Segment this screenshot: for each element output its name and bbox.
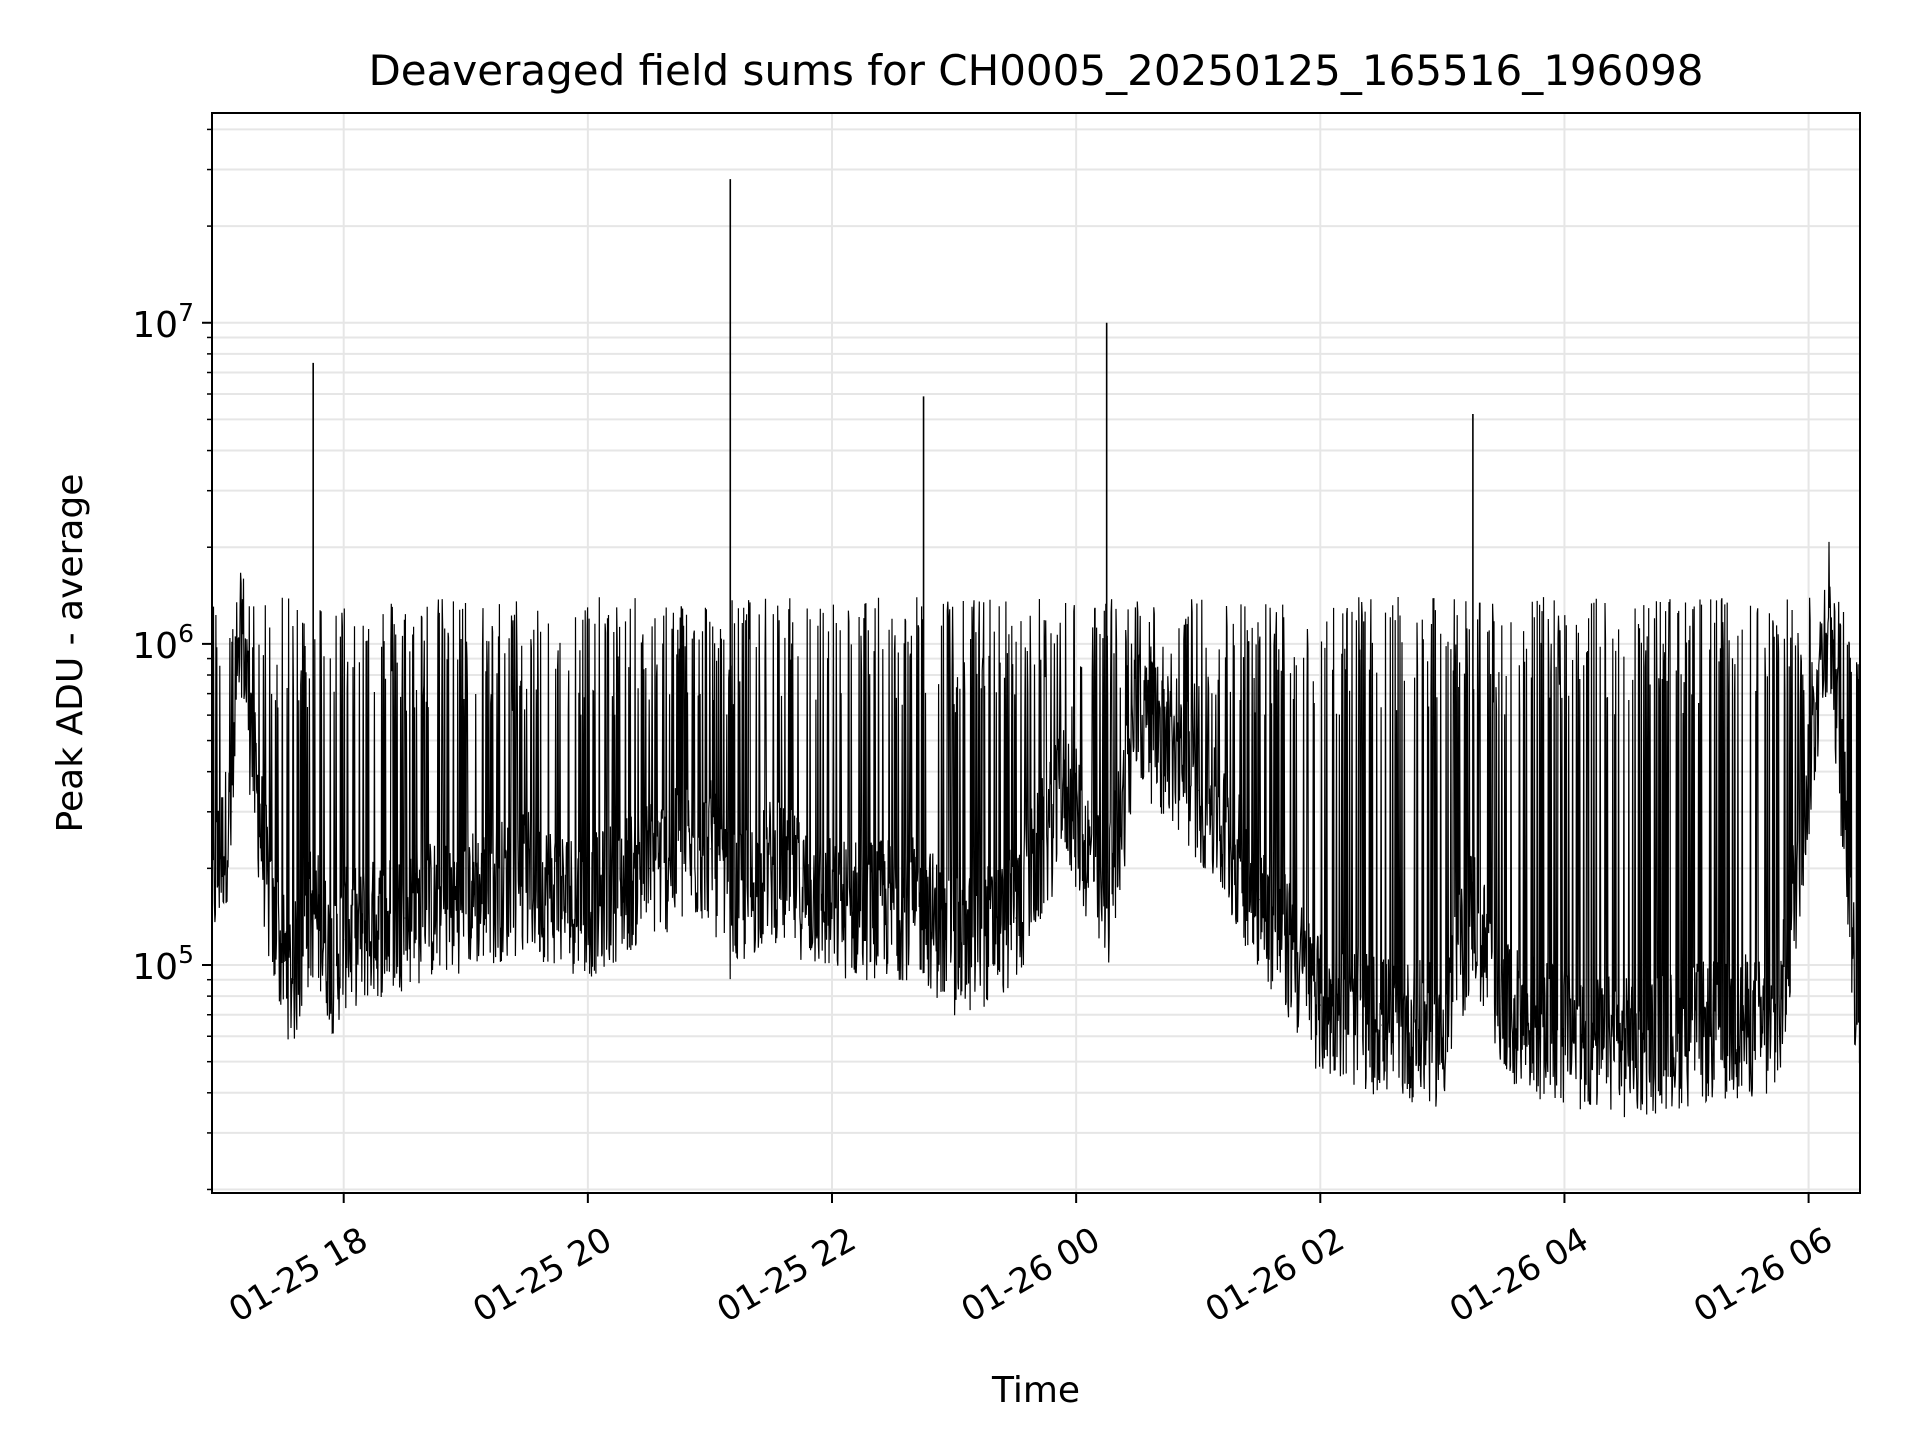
- x-tick-label: 01-25 22: [711, 1220, 863, 1331]
- x-tick-label: 01-26 00: [955, 1220, 1107, 1331]
- x-tick-labels: 01-25 18 01-25 20 01-25 22 01-26 00 01-26 02…: [222, 1220, 1839, 1331]
- x-tick-label: 01-26 04: [1443, 1220, 1595, 1331]
- y-tick-label: 107: [132, 298, 194, 346]
- y-tick-label: 105: [132, 940, 194, 988]
- y-tick-label-exponent: 6: [178, 619, 194, 648]
- x-tick-label: 01-26 06: [1687, 1220, 1839, 1331]
- chart-title: Deaveraged field sums for CH0005_2025012…: [368, 46, 1703, 95]
- y-tick-label-exponent: 5: [178, 940, 194, 969]
- axis-ticks: [202, 128, 1810, 1203]
- x-tick-label: 01-26 02: [1199, 1220, 1351, 1331]
- y-tick-label-base: 10: [132, 305, 178, 346]
- plot-frame: [211, 112, 1861, 1194]
- x-tick-label: 01-25 18: [222, 1220, 374, 1331]
- y-tick-label: 106: [132, 619, 194, 667]
- y-tick-label-base: 10: [132, 626, 178, 667]
- series-line: [211, 541, 1861, 1118]
- y-tick-label-base: 10: [132, 947, 178, 988]
- y-axis-label: Peak ADU - average: [50, 474, 91, 833]
- y-tick-label-exponent: 7: [178, 298, 194, 327]
- x-axis-label: Time: [991, 1370, 1080, 1411]
- series-layer: [211, 179, 1861, 1118]
- x-tick-label: 01-25 20: [466, 1220, 618, 1331]
- grid-lines: [212, 113, 1860, 1193]
